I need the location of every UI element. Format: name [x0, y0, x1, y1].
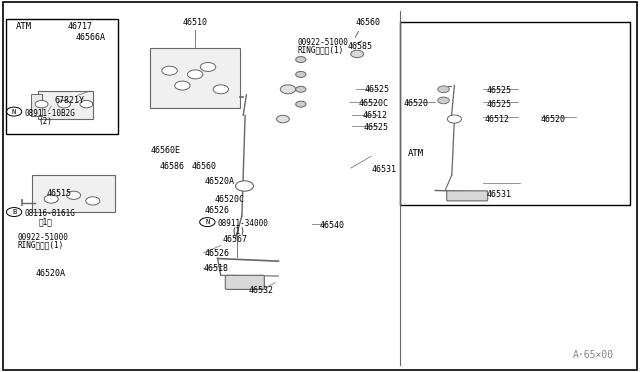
- FancyBboxPatch shape: [225, 275, 264, 289]
- Bar: [31, 94, 42, 116]
- Circle shape: [44, 195, 58, 203]
- Text: 46520C: 46520C: [214, 195, 244, 204]
- Circle shape: [296, 71, 306, 77]
- Circle shape: [80, 100, 93, 108]
- Circle shape: [236, 181, 253, 191]
- Circle shape: [175, 81, 190, 90]
- FancyBboxPatch shape: [447, 191, 488, 201]
- Text: 46510: 46510: [182, 18, 207, 27]
- Text: 46526: 46526: [205, 206, 230, 215]
- Circle shape: [58, 100, 70, 108]
- Text: 46515: 46515: [47, 189, 72, 198]
- Circle shape: [35, 100, 48, 108]
- Bar: [38, 91, 93, 119]
- Text: （1）: （1）: [38, 218, 52, 227]
- Text: 46520A: 46520A: [205, 177, 235, 186]
- Text: 46520C: 46520C: [358, 99, 388, 108]
- Text: 46512: 46512: [484, 115, 509, 124]
- Circle shape: [447, 115, 461, 123]
- Text: 46566A: 46566A: [76, 33, 106, 42]
- Circle shape: [280, 85, 296, 94]
- Circle shape: [296, 101, 306, 107]
- Circle shape: [296, 86, 306, 92]
- Text: 46520A: 46520A: [35, 269, 65, 278]
- Circle shape: [86, 197, 100, 205]
- Text: 46532: 46532: [248, 286, 273, 295]
- Circle shape: [188, 70, 203, 79]
- Text: 46560E: 46560E: [150, 146, 180, 155]
- Text: 46531: 46531: [371, 165, 396, 174]
- Text: ATM: ATM: [408, 149, 424, 158]
- Text: 46526: 46526: [205, 249, 230, 258]
- Circle shape: [200, 62, 216, 71]
- Text: (2): (2): [38, 117, 52, 126]
- Text: B: B: [12, 209, 16, 215]
- Text: 46512: 46512: [363, 111, 388, 120]
- Text: 08911-34000: 08911-34000: [218, 219, 268, 228]
- Text: 08911-10B2G: 08911-10B2G: [24, 109, 75, 118]
- Circle shape: [438, 86, 449, 93]
- Text: 46525: 46525: [486, 100, 511, 109]
- Text: 46567: 46567: [223, 235, 248, 244]
- Text: 08116-8161G: 08116-8161G: [24, 209, 75, 218]
- Text: 46540: 46540: [320, 221, 345, 230]
- Bar: [32, 175, 115, 212]
- Text: 46525: 46525: [364, 123, 388, 132]
- Text: 67821Y: 67821Y: [54, 96, 84, 105]
- Text: 46560: 46560: [355, 18, 380, 27]
- Circle shape: [67, 191, 81, 199]
- Text: 46525: 46525: [365, 85, 390, 94]
- Text: 46520: 46520: [541, 115, 566, 124]
- Text: 46531: 46531: [486, 190, 511, 199]
- Circle shape: [162, 66, 177, 75]
- Text: 00922-51000: 00922-51000: [298, 38, 348, 47]
- Text: N: N: [205, 219, 209, 225]
- Circle shape: [351, 50, 364, 58]
- Bar: [150, 48, 240, 108]
- Text: 00922-51000: 00922-51000: [18, 233, 68, 242]
- Text: 46586: 46586: [160, 162, 185, 171]
- Text: N: N: [12, 109, 16, 115]
- Text: ATM: ATM: [16, 22, 32, 31]
- Circle shape: [296, 57, 306, 62]
- Bar: [6, 19, 118, 134]
- Text: 46560: 46560: [192, 162, 217, 171]
- Circle shape: [276, 115, 289, 123]
- Circle shape: [438, 97, 449, 104]
- Text: 46525: 46525: [486, 86, 511, 94]
- Text: 46585: 46585: [348, 42, 372, 51]
- Text: (1): (1): [232, 227, 246, 236]
- Text: RINGリング(1): RINGリング(1): [18, 240, 64, 249]
- Text: 46717: 46717: [67, 22, 92, 31]
- Bar: [400, 22, 630, 205]
- Text: 46518: 46518: [204, 264, 228, 273]
- Text: A·65×00: A·65×00: [573, 350, 614, 360]
- Circle shape: [213, 85, 228, 94]
- Text: RINGリング(1): RINGリング(1): [298, 46, 344, 55]
- Text: 46520: 46520: [403, 99, 428, 108]
